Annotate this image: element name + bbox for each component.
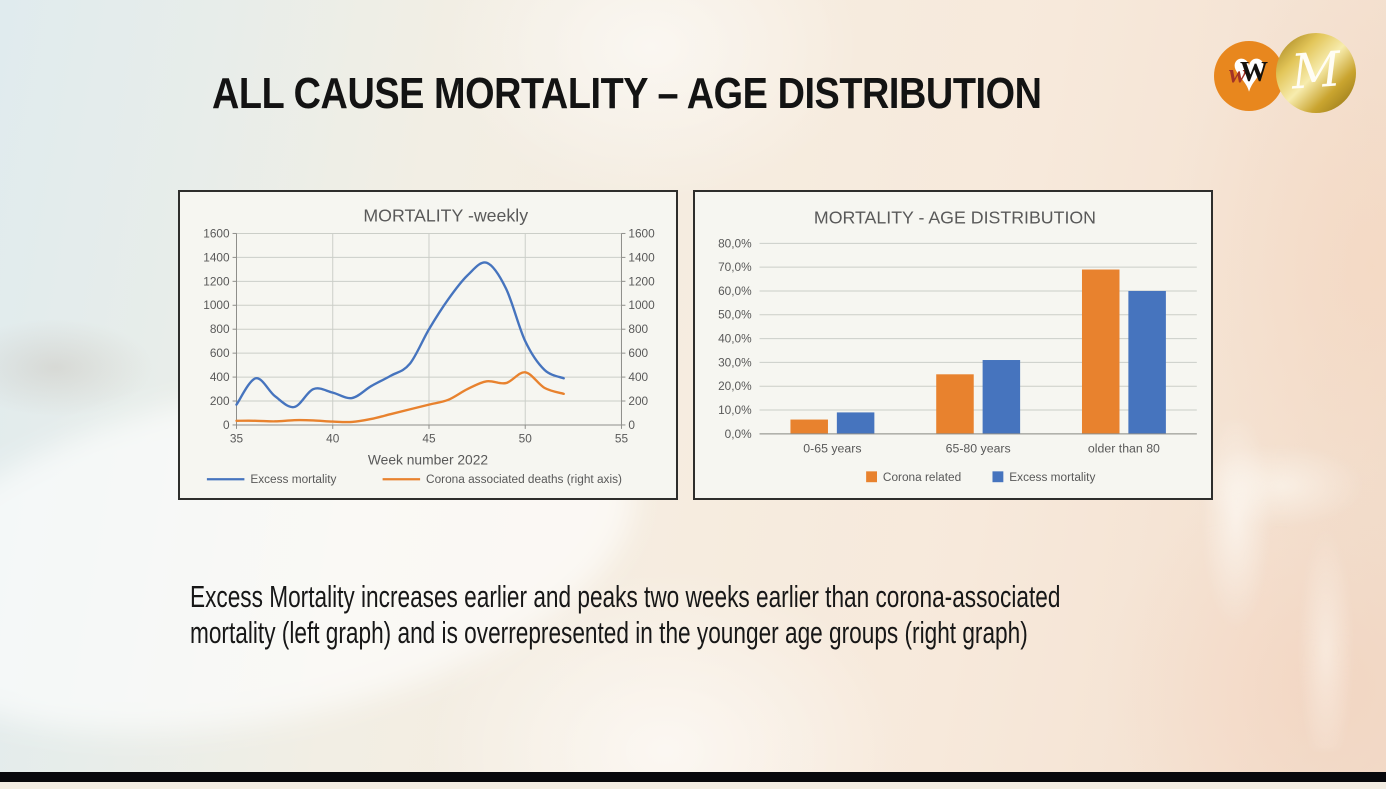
x-tick-label: 35 <box>230 432 244 446</box>
legend-swatch-excess-mortality <box>992 471 1004 483</box>
y-tick-label-right: 400 <box>628 370 648 384</box>
line-chart-legend: Excess mortality Corona associated death… <box>206 472 622 486</box>
category-label: 0-65 years <box>803 442 861 456</box>
y-tick-label: 1400 <box>203 250 230 264</box>
y-tick-label: 50,0% <box>718 308 752 322</box>
y-tick-label: 200 <box>210 394 230 408</box>
category-label: 65-80 years <box>946 442 1011 456</box>
slide-caption: Excess Mortality increases earlier and p… <box>190 579 1212 650</box>
series-line-0 <box>235 261 565 409</box>
logo-letter-w: W <box>1240 57 1268 88</box>
y-tick-label-right: 200 <box>628 394 648 408</box>
y-tick-label: 800 <box>210 322 230 336</box>
x-tick-label: 45 <box>422 432 436 446</box>
bar-excess-mortality-0 <box>836 412 875 434</box>
bar-excess-mortality-1 <box>982 360 1021 434</box>
y-tick-label-right: 1600 <box>628 226 655 240</box>
logo-letter-m: M <box>1289 41 1343 101</box>
line-chart-svg: MORTALITY -weekly 0 0 200 200 400 400 600 600 80… <box>203 206 655 487</box>
legend-label-corona-related: Corona related <box>883 470 961 484</box>
bar-chart-plot-area: 0,0% 10,0% 20,0% 30,0% 40,0% 50,0% 60,0% 70,0% 8… <box>718 236 1197 456</box>
y-tick-label-right: 800 <box>628 322 648 336</box>
series-line-1 <box>235 371 565 424</box>
heart-icon: ♥ <box>1231 39 1267 104</box>
legend-label-corona-deaths: Corona associated deaths (right axis) <box>426 472 622 486</box>
line-chart-title: MORTALITY -weekly <box>363 206 528 226</box>
slide-title: ALL CAUSE MORTALITY – AGE DISTRIBUTION <box>212 69 1042 118</box>
y-tick-label: 0,0% <box>725 427 752 441</box>
bar-excess-mortality-2 <box>1128 290 1166 434</box>
y-tick-label: 1200 <box>203 274 230 288</box>
x-tick-label: 50 <box>519 432 533 446</box>
legend-label-excess-mortality: Excess mortality <box>1009 470 1095 484</box>
logo-letter-w-accent: w <box>1229 59 1247 88</box>
line-chart-plot-area: 0 0 200 200 400 400 600 600 800 800 1000 1000 1200 12… <box>203 226 655 445</box>
brand-logo: ♥ w W M <box>1214 33 1356 115</box>
y-tick-label-right: 1200 <box>628 274 655 288</box>
bar-corona-related-2 <box>1081 269 1120 434</box>
legend-label-excess-mortality: Excess mortality <box>250 472 336 486</box>
y-tick-label: 600 <box>210 346 230 360</box>
age-distribution-bar-chart: MORTALITY - AGE DISTRIBUTION 0,0% 10,0% 20… <box>693 190 1213 500</box>
y-tick-label: 80,0% <box>718 236 752 250</box>
caption-line-2: mortality (left graph) and is overrepres… <box>190 614 1028 650</box>
y-tick-label: 1000 <box>203 298 230 312</box>
caption-line-1: Excess Mortality increases earlier and p… <box>190 579 1061 614</box>
bar-corona-related-0 <box>790 419 828 434</box>
x-tick-label: 40 <box>326 432 340 446</box>
monogram-logo-circle: M <box>1276 33 1356 113</box>
heart-logo-circle: ♥ w W <box>1214 39 1284 111</box>
y-tick-label: 30,0% <box>718 355 752 369</box>
category-label: older than 80 <box>1088 442 1160 456</box>
bar-chart-title: MORTALITY - AGE DISTRIBUTION <box>814 208 1096 228</box>
y-tick-label: 70,0% <box>718 260 752 274</box>
y-tick-label: 20,0% <box>718 379 752 393</box>
x-tick-label: 55 <box>615 432 629 446</box>
bar-chart-svg: MORTALITY - AGE DISTRIBUTION 0,0% 10,0% 20… <box>718 208 1197 484</box>
y-tick-label: 60,0% <box>718 284 752 298</box>
y-tick-label-right: 1400 <box>628 250 655 264</box>
bottom-black-bar <box>0 772 1386 782</box>
y-tick-label: 400 <box>210 370 230 384</box>
weekly-mortality-line-chart: MORTALITY -weekly 0 0 200 200 400 400 600 600 80… <box>178 190 678 500</box>
bar-corona-related-1 <box>936 374 974 434</box>
y-tick-label-right: 0 <box>628 418 635 432</box>
legend-swatch-corona-related <box>866 471 877 483</box>
y-tick-label-right: 600 <box>628 346 648 360</box>
y-tick-label-right: 1000 <box>628 298 655 312</box>
y-tick-label: 1600 <box>203 226 230 240</box>
y-tick-label: 40,0% <box>718 332 752 346</box>
y-tick-label: 10,0% <box>718 403 752 417</box>
bar-chart-legend: Corona related Excess mortality <box>866 470 1095 484</box>
line-chart-x-axis-label: Week number 2022 <box>368 451 488 467</box>
y-tick-label: 0 <box>223 418 230 432</box>
